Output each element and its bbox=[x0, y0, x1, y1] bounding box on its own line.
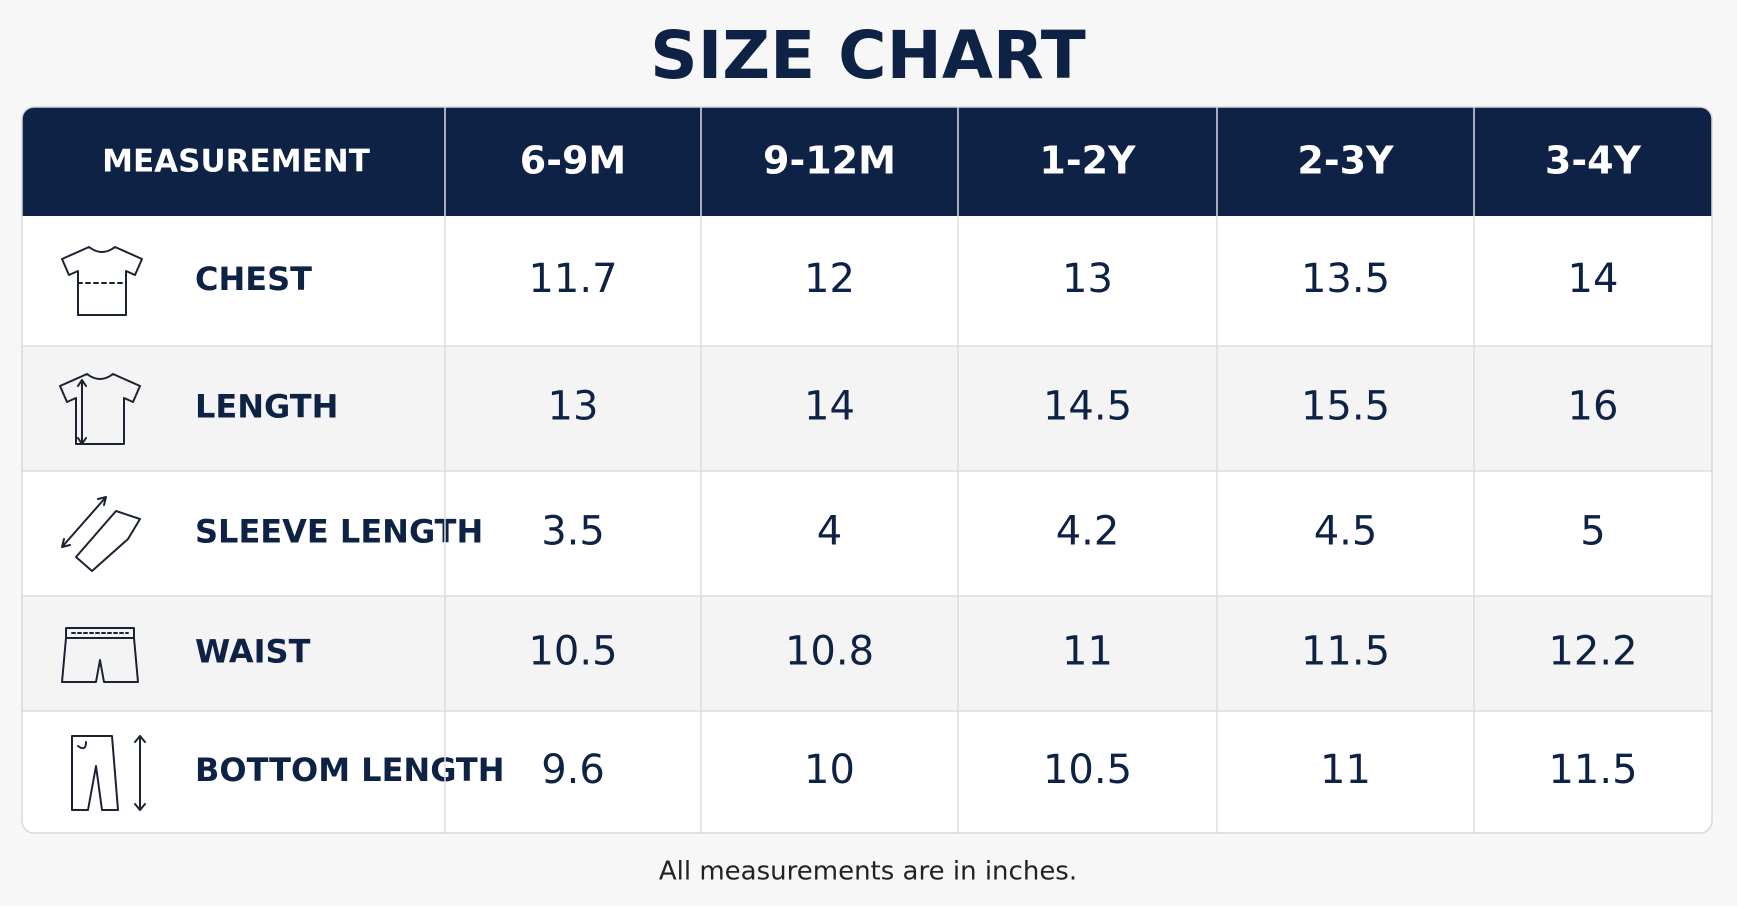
cell-value: 15.5 bbox=[1301, 384, 1390, 430]
cell-value: 11.5 bbox=[1548, 747, 1637, 793]
cell-value: 12.2 bbox=[1548, 629, 1637, 675]
header-cell: 6-9M bbox=[520, 139, 626, 183]
row-label: WAIST bbox=[195, 633, 311, 671]
cell-value: 10.5 bbox=[528, 629, 617, 675]
cell-value: 11 bbox=[1062, 629, 1113, 675]
header-cell: 2-3Y bbox=[1297, 139, 1394, 183]
row-label: CHEST bbox=[195, 260, 312, 298]
row-bg bbox=[22, 216, 1712, 346]
chest-icon bbox=[61, 246, 143, 316]
row-bg bbox=[22, 596, 1712, 711]
cell-value: 3.5 bbox=[541, 509, 605, 555]
header-cell: MEASUREMENT bbox=[102, 144, 370, 180]
row-bg bbox=[22, 346, 1712, 471]
row-bg bbox=[22, 471, 1712, 596]
cell-value: 11.7 bbox=[528, 256, 617, 302]
footnote: All measurements are in inches. bbox=[659, 857, 1077, 887]
waist-icon bbox=[61, 627, 139, 683]
cell-value: 11 bbox=[1320, 747, 1371, 793]
cell-value: 16 bbox=[1568, 384, 1619, 430]
cell-value: 10.8 bbox=[785, 629, 874, 675]
cell-value: 9.6 bbox=[541, 747, 605, 793]
cell-value: 14 bbox=[1568, 256, 1619, 302]
cell-value: 12 bbox=[804, 256, 855, 302]
table: MEASUREMENT 6-9M 9-12M 1-2Y 2-3Y 3-4Y CHEST 11.… bbox=[22, 107, 1712, 833]
cell-value: 13 bbox=[1062, 256, 1113, 302]
row-label: SLEEVE LENGTH bbox=[195, 513, 483, 551]
cell-value: 4 bbox=[817, 509, 842, 555]
cell-value: 4.2 bbox=[1056, 509, 1120, 555]
header-cell: 3-4Y bbox=[1545, 139, 1642, 183]
cell-value: 10.5 bbox=[1043, 747, 1132, 793]
bottom-length-icon bbox=[71, 735, 146, 811]
header-cell: 9-12M bbox=[763, 139, 896, 183]
cell-value: 11.5 bbox=[1301, 629, 1390, 675]
row-label: LENGTH bbox=[195, 388, 338, 426]
header-cell: 1-2Y bbox=[1039, 139, 1136, 183]
table-border bbox=[21, 106, 1713, 834]
cell-value: 14.5 bbox=[1043, 384, 1132, 430]
cell-value: 5 bbox=[1580, 509, 1605, 555]
sleeve-icon bbox=[61, 496, 141, 572]
row-bg bbox=[22, 711, 1712, 833]
length-icon bbox=[59, 373, 141, 445]
row-label: BOTTOM LENGTH bbox=[195, 751, 505, 789]
cell-value: 13.5 bbox=[1301, 256, 1390, 302]
cell-value: 10 bbox=[804, 747, 855, 793]
title: SIZE CHART bbox=[650, 17, 1086, 94]
cell-value: 13 bbox=[548, 384, 599, 430]
header-bg bbox=[22, 107, 1712, 216]
cell-value: 4.5 bbox=[1314, 509, 1378, 555]
cell-value: 14 bbox=[804, 384, 855, 430]
